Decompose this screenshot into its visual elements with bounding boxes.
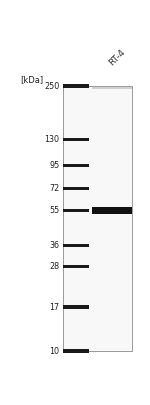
Bar (63, 209, 89, 212)
Text: 28: 28 (49, 262, 59, 271)
Bar (92, 87, 132, 89)
Bar (63, 86, 132, 351)
Bar (63, 305, 89, 309)
Text: 10: 10 (50, 347, 59, 356)
Bar (63, 265, 89, 268)
Text: 72: 72 (49, 184, 59, 193)
Text: 36: 36 (50, 241, 59, 250)
Text: 95: 95 (49, 161, 59, 170)
Bar (63, 164, 89, 167)
Text: RT-4: RT-4 (107, 47, 127, 67)
Bar (63, 349, 89, 353)
Text: 55: 55 (49, 206, 59, 215)
Bar (63, 84, 89, 88)
Text: 250: 250 (44, 81, 59, 91)
Bar (63, 187, 89, 190)
Bar (63, 244, 89, 247)
Text: 130: 130 (44, 135, 59, 144)
Bar (63, 139, 89, 141)
Bar (92, 207, 132, 214)
Text: 17: 17 (49, 303, 59, 312)
Text: [kDa]: [kDa] (20, 75, 43, 85)
